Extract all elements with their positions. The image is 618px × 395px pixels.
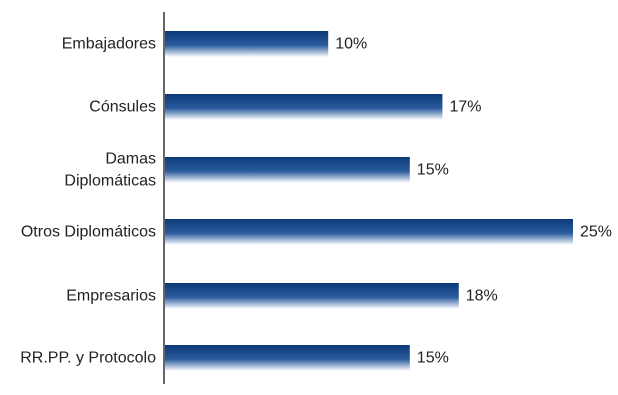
category-label: Otros Diplomáticos <box>21 224 156 241</box>
bars-group <box>165 31 573 371</box>
value-label: 15% <box>417 350 449 367</box>
value-label: 10% <box>335 36 367 53</box>
value-labels-group: 10% 17% 15% 25% 18% 15% <box>335 36 612 367</box>
category-label: Damas <box>105 151 156 168</box>
bar <box>165 345 410 371</box>
category-label: Diplomáticas <box>64 173 156 190</box>
category-label: Empresarios <box>66 288 156 305</box>
category-label: Cónsules <box>89 99 156 116</box>
value-label: 17% <box>449 99 481 116</box>
value-label: 25% <box>580 224 612 241</box>
bar <box>165 31 329 57</box>
bar <box>165 219 573 245</box>
value-label: 18% <box>466 288 498 305</box>
bar <box>165 157 410 183</box>
value-label: 15% <box>417 162 449 179</box>
category-labels-group: Embajadores Cónsules Damas Diplomáticas Otro… <box>20 36 156 367</box>
bar <box>165 283 459 309</box>
category-label: RR.PP. y Protocolo <box>20 350 156 367</box>
bar <box>165 94 443 120</box>
category-label: Embajadores <box>62 36 156 53</box>
